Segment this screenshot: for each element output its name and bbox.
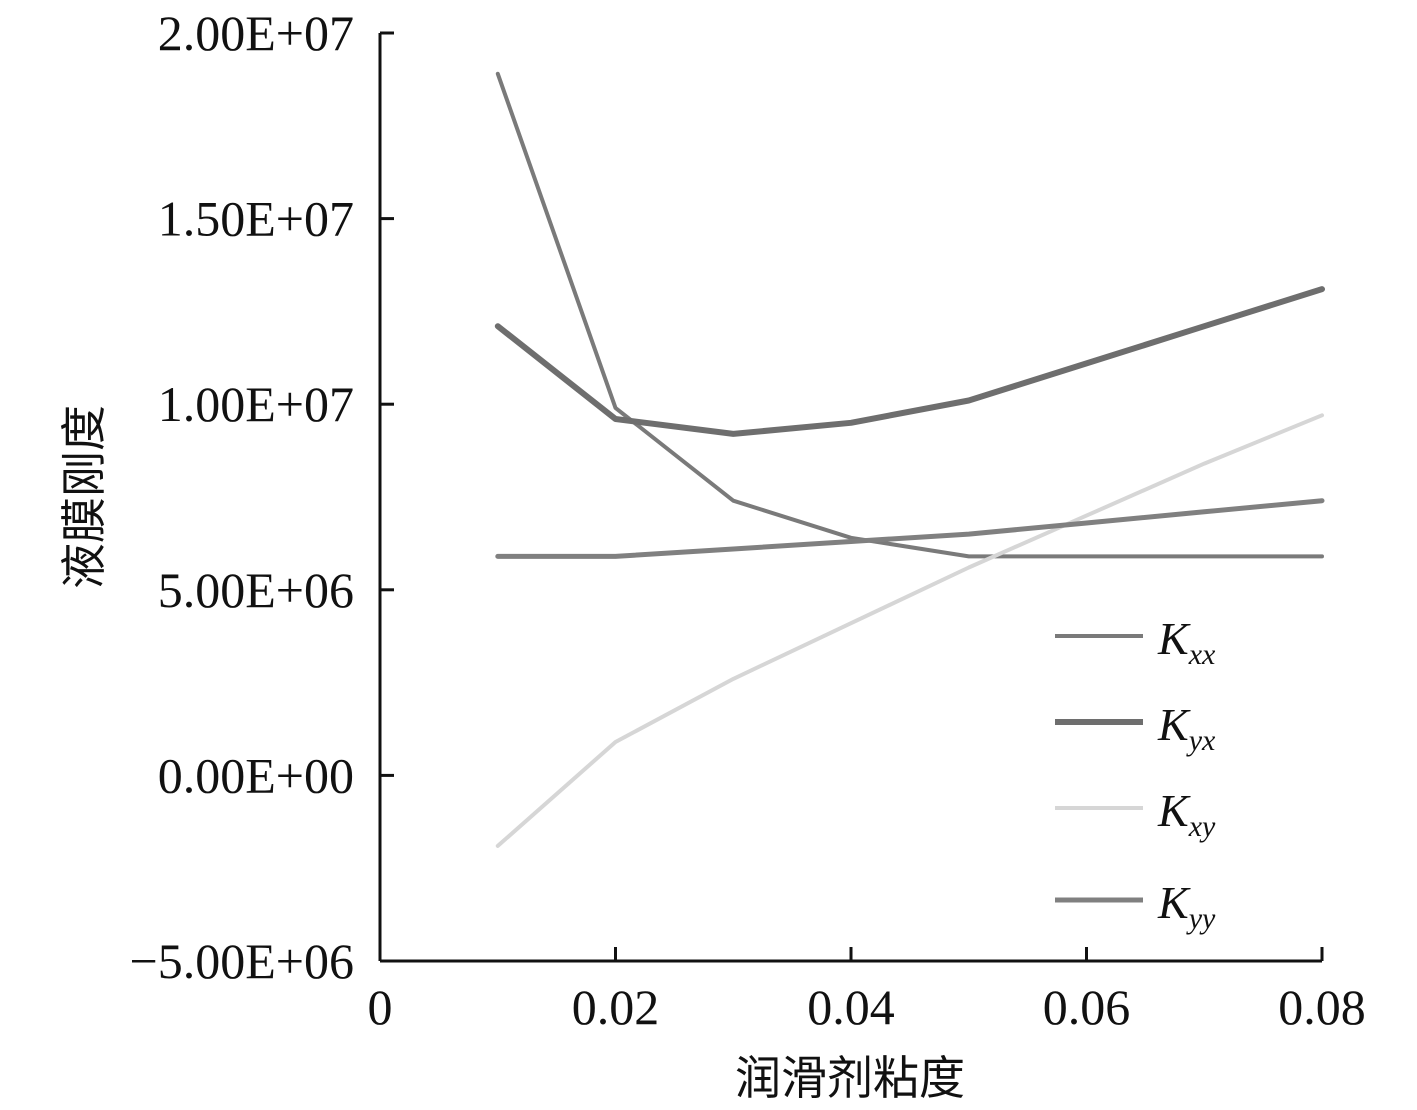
legend-label-kxy: Kxy [1157, 785, 1216, 843]
x-tick-label: 0 [368, 979, 393, 1035]
series-line-kyx [494, 286, 1325, 437]
y-tick-label: 1.50E+07 [158, 191, 354, 247]
legend-subscript: yx [1186, 724, 1216, 757]
x-axis-title: 润滑剂粘度 [735, 1051, 965, 1105]
y-tick-label: 5.00E+06 [158, 562, 354, 618]
legend: Kxx Kyx Kxy Kyy [1055, 613, 1216, 935]
x-tick-label: 0.04 [807, 979, 895, 1035]
series-line-kxx [495, 71, 1324, 559]
y-tick-label: 0.00E+00 [158, 747, 354, 803]
y-tick-label: 2.00E+07 [158, 5, 354, 61]
axes: −5.00E+06 0.00E+00 5.00E+06 1.00E+07 1.50E+0… [130, 5, 1366, 1035]
series-line-kxy [495, 413, 1324, 848]
x-tick-label: 0.02 [572, 979, 660, 1035]
legend-subscript: yy [1186, 902, 1216, 935]
legend-label-kxx: Kxx [1157, 613, 1216, 671]
x-tick-label: 0.06 [1043, 979, 1131, 1035]
y-tick-label: 1.00E+07 [158, 376, 354, 432]
x-tick-label: 0.08 [1278, 979, 1366, 1035]
series-lines [494, 71, 1325, 848]
legend-label-kyx: Kyx [1157, 699, 1216, 757]
legend-subscript: xy [1188, 810, 1216, 843]
legend-label-kyy: Kyy [1157, 877, 1216, 935]
legend-subscript: xx [1188, 638, 1216, 671]
series-line-kyy [495, 498, 1325, 559]
y-axis-title: 液膜刚度 [57, 405, 111, 589]
y-tick-label: −5.00E+06 [130, 933, 354, 989]
